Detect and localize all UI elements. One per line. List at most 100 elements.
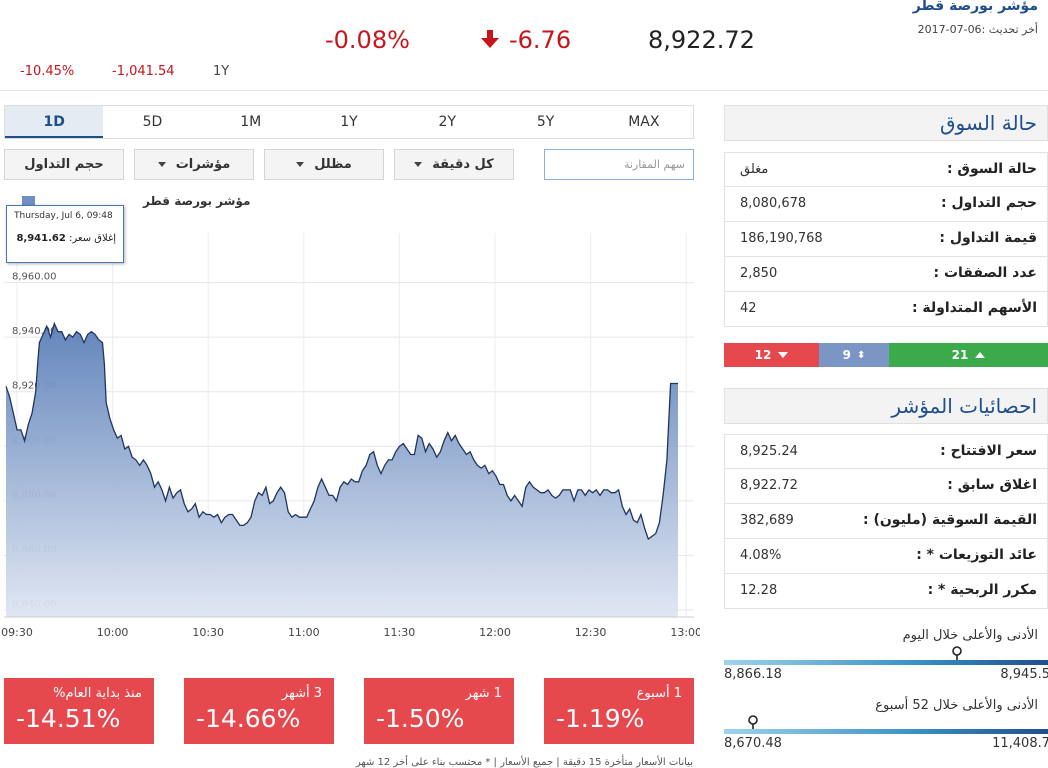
volume-button-label: حجم التداول bbox=[24, 157, 104, 172]
day-range-low: 8,866.18 bbox=[724, 667, 782, 682]
day-range-high: 8,945.5 bbox=[1000, 667, 1048, 682]
tooltip-close-price: إغلاق سعر: 8,941.62 bbox=[14, 233, 116, 244]
week52-range-low: 8,670.48 bbox=[724, 736, 782, 751]
index-title: مؤشر بورصة قطر bbox=[912, 0, 1038, 14]
tooltip-close-value: 8,941.62 bbox=[16, 233, 66, 244]
change-value: -6.76 bbox=[509, 26, 572, 54]
arrow-down-icon bbox=[481, 30, 499, 48]
chart-style-dropdown[interactable]: مظلل bbox=[264, 149, 384, 180]
x-tick-label: 13:00 bbox=[670, 626, 700, 639]
market-row-value: 8,080,678 bbox=[740, 196, 807, 211]
x-tick-label: 12:00 bbox=[479, 626, 511, 639]
market-row: حالة السوق : مغلق bbox=[724, 152, 1048, 187]
market-row: حجم التداول : 8,080,678 bbox=[724, 187, 1048, 222]
year-change-value: -1,041.54 bbox=[112, 64, 175, 79]
market-row-label: عدد الصفقات : bbox=[933, 265, 1037, 281]
perf-month: 1 شهر -1.50% bbox=[364, 678, 514, 744]
stats-row-value: 8,922.72 bbox=[740, 478, 798, 493]
indicators-dropdown[interactable]: مؤشرات bbox=[134, 149, 254, 180]
market-row: قيمة التداول : 186,190,768 bbox=[724, 222, 1048, 257]
up-down-icon: ⬍ bbox=[856, 349, 866, 361]
market-row-value: 42 bbox=[740, 301, 757, 316]
perf-ytd-label: منذ بداية العام% bbox=[53, 686, 142, 701]
perf-month-label: 1 شهر bbox=[465, 686, 502, 701]
tab-max[interactable]: MAX bbox=[628, 114, 660, 130]
footnote: بيانات الأسعار متأخرة 15 دقيقة | جميع ال… bbox=[355, 757, 693, 768]
index-stats-heading: احصائيات المؤشر bbox=[724, 388, 1048, 424]
market-status-heading: حالة السوق bbox=[724, 105, 1048, 141]
decliners-value: 12 bbox=[754, 348, 772, 362]
index-value: 8,922.72 bbox=[648, 26, 755, 54]
x-tick-label: 09:30 bbox=[1, 626, 33, 639]
market-breadth: 12 9 ⬍ 21 bbox=[724, 343, 1048, 367]
stats-row: سعر الافتتاح : 8,925.24 bbox=[724, 434, 1048, 469]
y-tick-label: 8,920.00 bbox=[12, 381, 57, 392]
day-range-title: الأدنى والأعلى خلال اليوم bbox=[902, 628, 1038, 643]
perf-week-label: 1 أسبوع bbox=[636, 686, 682, 701]
x-axis: 09:30 10:00 10:30 11:00 11:30 12:00 12:30 13:00 bbox=[1, 626, 700, 639]
chart-style-label: مظلل bbox=[314, 157, 352, 172]
tab-1y[interactable]: 1Y bbox=[340, 114, 358, 130]
unchanged-value: 9 bbox=[842, 348, 851, 362]
perf-ytd-value: -14.51% bbox=[16, 704, 121, 733]
market-row-label: حالة السوق : bbox=[946, 161, 1037, 177]
price-area bbox=[6, 323, 678, 617]
week52-range-bar bbox=[724, 729, 1048, 734]
triangle-up-icon bbox=[975, 352, 986, 358]
stats-row: اغلاق سابق : 8,922.72 bbox=[724, 469, 1048, 504]
perf-week-value: -1.19% bbox=[556, 704, 645, 733]
tab-1m[interactable]: 1M bbox=[240, 114, 262, 130]
year-label: 1Y bbox=[213, 64, 230, 79]
legend-label: مؤشر بورصة قطر bbox=[142, 194, 250, 209]
triangle-down-icon bbox=[778, 352, 789, 358]
tab-1d[interactable]: 1D bbox=[5, 106, 104, 138]
interval-label: كل دقيقة bbox=[432, 157, 494, 172]
tab-2y[interactable]: 2Y bbox=[438, 114, 456, 130]
header-divider bbox=[0, 90, 1048, 91]
change-percent: -0.08% bbox=[325, 26, 410, 54]
legend-swatch bbox=[22, 196, 35, 205]
stats-row: مكرر الربحية * : 12.28 bbox=[724, 574, 1048, 609]
price-chart[interactable]: مؤشر بورصة قطر 8,840.008,860.008,880.008… bbox=[0, 188, 700, 643]
advancers-value: 21 bbox=[951, 348, 969, 362]
market-row-label: حجم التداول : bbox=[940, 195, 1037, 211]
tab-5d[interactable]: 5D bbox=[142, 114, 163, 130]
tooltip-date: Thursday, Jul 6, 09:48 bbox=[14, 211, 113, 221]
x-tick-label: 12:30 bbox=[575, 626, 607, 639]
stats-row-value: 382,689 bbox=[740, 513, 794, 528]
tab-5y[interactable]: 5Y bbox=[536, 114, 555, 130]
caret-down-icon bbox=[414, 162, 423, 167]
y-tick-label: 8,960.00 bbox=[12, 272, 57, 283]
stats-row: عائد التوزيعات * : 4.08% bbox=[724, 539, 1048, 574]
price-line bbox=[5, 321, 678, 541]
volume-button[interactable]: حجم التداول bbox=[4, 149, 124, 180]
caret-down-icon bbox=[157, 162, 166, 167]
chart-tooltip: Thursday, Jul 6, 09:48 إغلاق سعر: 8,941.… bbox=[6, 205, 124, 263]
perf-3months-label: 3 أشهر bbox=[281, 686, 322, 701]
x-tick-label: 11:00 bbox=[288, 626, 320, 639]
market-row-value: 186,190,768 bbox=[740, 231, 823, 246]
year-change-percent: -10.45% bbox=[20, 64, 75, 79]
perf-ytd: منذ بداية العام% -14.51% bbox=[4, 678, 154, 744]
tooltip-close-label: إغلاق سعر: bbox=[68, 233, 116, 244]
stats-row-label: سعر الافتتاح : bbox=[940, 443, 1037, 459]
interval-dropdown[interactable]: كل دقيقة bbox=[394, 149, 514, 180]
perf-week: 1 أسبوع -1.19% bbox=[544, 678, 694, 744]
market-row-value: مغلق bbox=[740, 162, 769, 177]
decliners-count[interactable]: 12 bbox=[724, 343, 819, 367]
compare-input[interactable] bbox=[544, 149, 694, 180]
perf-month-value: -1.50% bbox=[376, 704, 465, 733]
advancers-count[interactable]: 21 bbox=[889, 343, 1048, 367]
stats-row-label: مكرر الربحية * : bbox=[927, 582, 1037, 598]
stats-row-label: اغلاق سابق : bbox=[947, 477, 1037, 493]
stats-row-label: القيمة السوقية (مليون) : bbox=[862, 512, 1037, 528]
last-updated: أخر تحديث :06-07-2017 bbox=[917, 23, 1038, 36]
market-row: عدد الصفقات : 2,850 bbox=[724, 257, 1048, 292]
stats-row-value: 8,925.24 bbox=[740, 444, 798, 459]
caret-down-icon bbox=[296, 162, 305, 167]
x-tick-label: 10:00 bbox=[97, 626, 129, 639]
y-tick-label: 8,940.00 bbox=[12, 326, 57, 337]
range-tabs: 1D 5D 1M 1Y 2Y 5Y MAX bbox=[4, 105, 694, 139]
unchanged-count[interactable]: 9 ⬍ bbox=[819, 343, 889, 367]
stats-row: القيمة السوقية (مليون) : 382,689 bbox=[724, 504, 1048, 539]
